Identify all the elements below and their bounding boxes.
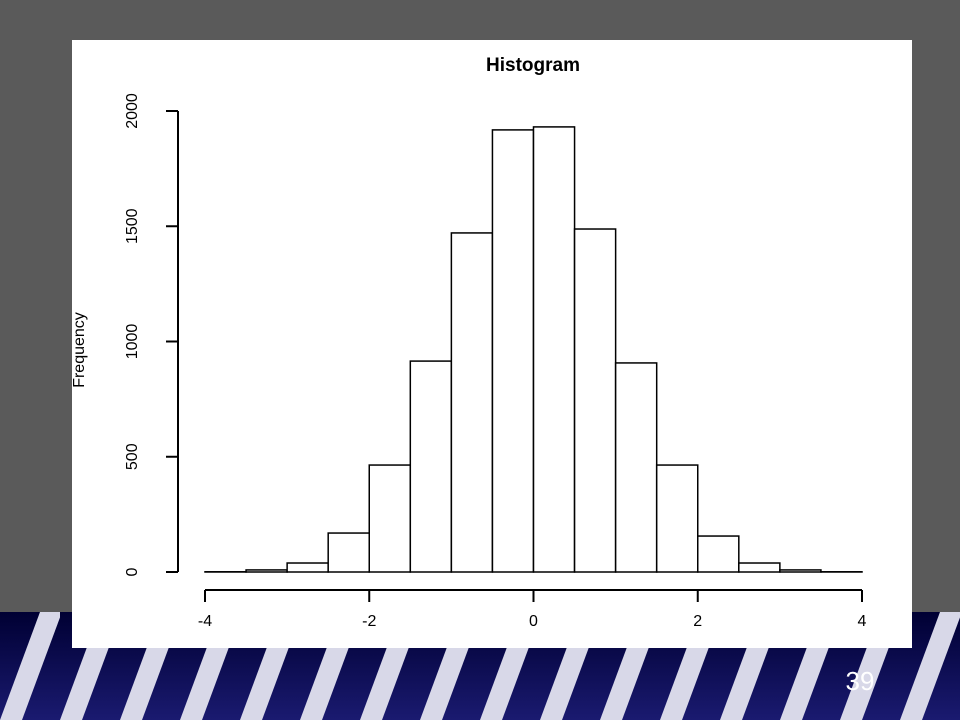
bar (573, 228, 617, 573)
y-tick-label: 500 (124, 443, 141, 470)
bar (614, 362, 658, 573)
y-tick-label: 1500 (124, 208, 141, 244)
x-tick-label: -2 (362, 613, 376, 630)
bar (450, 232, 494, 573)
bar (491, 129, 535, 573)
bar (245, 569, 288, 573)
bar (655, 464, 699, 573)
bar (409, 360, 453, 573)
x-tick-label: 0 (529, 613, 538, 630)
x-tick-label: 2 (693, 613, 702, 630)
bar (368, 464, 412, 573)
bar (286, 562, 329, 573)
x-tick-label: 4 (858, 613, 867, 630)
chart-title: Histogram (486, 55, 580, 76)
y-tick-label: 0 (124, 567, 141, 576)
x-tick-label: -4 (198, 613, 212, 630)
bar (532, 126, 576, 573)
y-tick-label: 2000 (124, 93, 141, 129)
y-axis-label: Frequency (71, 312, 88, 388)
bar (779, 569, 822, 573)
bar (697, 535, 740, 573)
bar (738, 562, 781, 573)
bar (327, 532, 370, 573)
y-tick-label: 1000 (124, 324, 141, 360)
slide-number: 39 (846, 666, 875, 696)
